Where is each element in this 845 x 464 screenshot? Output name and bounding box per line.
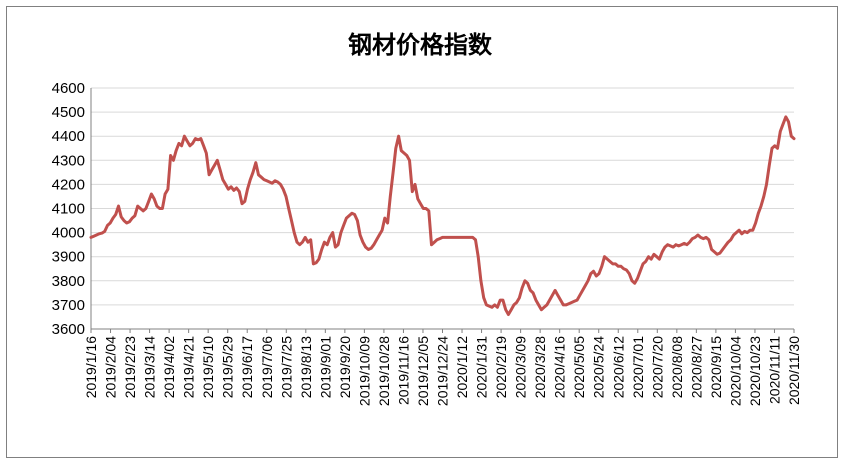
axes <box>90 88 795 333</box>
x-tick-label: 2020/7/20 <box>649 336 665 398</box>
y-tick-label: 3600 <box>52 321 85 338</box>
x-tick-label: 2019/12/24 <box>435 336 451 406</box>
y-tick-label: 4200 <box>52 176 85 193</box>
x-tick-label: 2020/6/12 <box>610 336 626 398</box>
y-tick-label: 3900 <box>52 249 85 266</box>
y-tick-label: 3700 <box>52 297 85 314</box>
chart-svg: 钢材价格指数 3600 3700 3800 3900 4000 4100 4200 4300 4… <box>52 31 802 406</box>
x-tick-label: 2019/2/23 <box>122 336 138 398</box>
x-tick-label: 2020/3/09 <box>513 336 529 398</box>
x-tick-label: 2019/1/16 <box>83 336 99 398</box>
x-tick-labels: 2019/1/16 2019/2/04 2019/2/23 2019/3/14 2019… <box>83 336 802 406</box>
gridlines <box>91 87 794 306</box>
x-tick-label: 2019/10/28 <box>376 336 392 406</box>
x-tick-label: 2020/8/27 <box>688 336 704 398</box>
x-tick-label: 2019/8/13 <box>298 336 314 398</box>
series-layer <box>89 115 796 316</box>
series-line-0 <box>89 115 796 316</box>
y-tick-labels: 3600 3700 3800 3900 4000 4100 4200 4300 4400 4500… <box>52 80 85 338</box>
chart-title: 钢材价格指数 <box>348 31 493 59</box>
x-tick-label: 2020/1/12 <box>454 336 470 398</box>
x-tick-label: 2019/10/09 <box>356 336 372 406</box>
x-tick-label: 2020/2/19 <box>493 336 509 398</box>
x-tick-label: 2019/7/06 <box>259 336 275 398</box>
x-tick-label: 2019/2/04 <box>103 336 119 398</box>
x-tick-label: 2019/9/01 <box>317 336 333 398</box>
y-tick-label: 4400 <box>52 128 85 145</box>
x-tick-label: 2020/5/24 <box>591 336 607 398</box>
x-tick-label: 2019/5/29 <box>220 336 236 398</box>
y-tick-label: 4600 <box>52 80 85 97</box>
y-tick-label: 4500 <box>52 104 85 121</box>
x-tick-label: 2019/6/17 <box>239 336 255 398</box>
x-tick-label: 2019/12/05 <box>415 336 431 406</box>
y-tick-label: 4100 <box>52 201 85 218</box>
y-tick-label: 3800 <box>52 273 85 290</box>
x-tick-label: 2019/5/10 <box>200 336 216 398</box>
x-tick-label: 2019/7/25 <box>278 336 294 398</box>
x-tick-label: 2020/4/16 <box>552 336 568 398</box>
y-tick-label: 4300 <box>52 152 85 169</box>
x-tick-label: 2020/11/11 <box>766 336 782 404</box>
x-tick-label: 2020/1/31 <box>474 336 490 398</box>
x-tick-label: 2020/3/28 <box>532 336 548 398</box>
x-tick-label: 2019/4/02 <box>161 336 177 398</box>
chart-frame: 钢材价格指数 3600 3700 3800 3900 4000 4100 4200 4300 4… <box>6 6 838 458</box>
x-tick-label: 2020/5/05 <box>571 336 587 398</box>
x-tick-label: 2020/7/01 <box>630 336 646 398</box>
x-tick-label: 2020/8/08 <box>669 336 685 398</box>
y-tick-label: 4000 <box>52 225 85 242</box>
x-tick-label: 2019/11/16 <box>395 336 411 405</box>
x-tick-label: 2019/4/21 <box>181 336 197 398</box>
x-tick-label: 2020/10/04 <box>727 336 743 406</box>
x-tick-label: 2019/3/14 <box>142 336 158 398</box>
x-tick-label: 2019/9/20 <box>337 336 353 398</box>
x-tick-label: 2020/10/23 <box>747 336 763 406</box>
x-tick-label: 2020/11/30 <box>786 336 802 405</box>
x-tick-label: 2020/9/15 <box>708 336 724 398</box>
